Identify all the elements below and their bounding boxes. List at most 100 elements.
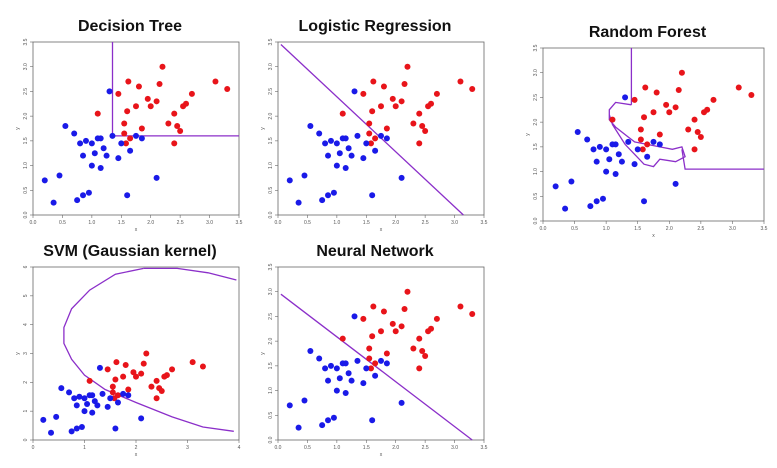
y-tick-label: 3.0 (268, 288, 274, 295)
y-tick-label: 1.0 (268, 162, 274, 169)
y-tick-label: 2.0 (23, 112, 29, 119)
data-point-red (641, 114, 648, 121)
data-point-blue (286, 177, 293, 184)
data-point-red (419, 348, 426, 355)
data-point-blue (398, 399, 405, 406)
x-tick-label: 0.0 (540, 226, 547, 232)
data-point-red (410, 120, 417, 127)
data-point-blue (78, 424, 85, 431)
data-point-red (419, 123, 426, 130)
data-point-blue (333, 387, 340, 394)
data-point-red (143, 350, 150, 357)
x-tick-label: 2.0 (666, 226, 673, 232)
data-point-blue (41, 177, 48, 184)
y-tick-label: 0.5 (268, 187, 274, 194)
data-point-red (163, 372, 170, 379)
data-point-blue (115, 155, 122, 162)
data-point-blue (322, 365, 329, 372)
data-point-red (165, 120, 172, 127)
data-point-blue (73, 402, 80, 409)
data-point-red (121, 130, 128, 137)
data-point-red (109, 389, 116, 396)
decision-boundary (111, 42, 239, 137)
y-tick-label: 3.0 (268, 63, 274, 70)
data-point-blue (330, 189, 337, 196)
data-point-blue (363, 365, 370, 372)
data-point-red (124, 108, 131, 115)
data-point-blue (88, 140, 95, 147)
plot-area: 0 1 2 3 4 0 1 2 3 4 5 6 x y (15, 265, 241, 458)
data-point-red (104, 366, 111, 373)
chart-title: Decision Tree (77, 18, 183, 35)
data-point-red (109, 383, 116, 390)
x-tick-label: 0.5 (571, 226, 578, 232)
data-point-blue (333, 365, 340, 372)
y-tick-label: 1 (23, 410, 29, 413)
data-point-blue (622, 94, 629, 101)
chart-title: SVM (Gaussian kernel) (43, 243, 217, 260)
data-point-red (416, 110, 423, 117)
data-point-blue (71, 395, 78, 402)
y-tick-label: 2.5 (268, 88, 274, 95)
data-point-red (148, 383, 155, 390)
data-point-red (378, 328, 384, 335)
data-point-red (360, 315, 367, 322)
x-tick-label: 3 (186, 445, 189, 451)
y-tick-label: 1.5 (268, 137, 274, 144)
x-tick-label: 3.5 (236, 220, 243, 226)
data-point-red (156, 385, 163, 392)
data-point-red (422, 352, 429, 359)
data-point-blue (58, 385, 65, 392)
data-point-blue (103, 152, 110, 159)
data-point-red (153, 395, 160, 402)
y-tick-label: 6 (23, 265, 29, 268)
y-tick-label: 0.0 (533, 217, 539, 224)
data-point-red (125, 386, 132, 393)
data-point-blue (360, 380, 367, 387)
y-tick-label: 2.5 (23, 88, 29, 95)
data-point-red (609, 116, 616, 123)
data-point-red (389, 95, 396, 102)
x-axis-label: x (652, 233, 655, 239)
y-tick-label: 3.0 (23, 63, 29, 70)
y-axis-label: y (525, 133, 531, 136)
data-point-red (663, 101, 670, 108)
data-point-red (224, 85, 231, 92)
y-tick-label: 4 (23, 323, 29, 326)
data-point-blue (84, 400, 91, 407)
data-point-blue (81, 395, 88, 402)
data-point-red (339, 110, 346, 117)
plot-frame (32, 266, 240, 441)
data-point-blue (62, 123, 69, 130)
y-axis-label: y (260, 127, 266, 130)
data-point-red (398, 98, 405, 105)
data-point-red (404, 288, 411, 295)
x-axis-label: x (380, 227, 383, 233)
y-tick-label: 0.5 (268, 412, 274, 419)
data-point-blue (612, 141, 619, 148)
data-point-red (704, 106, 711, 113)
x-tick-label: 2.0 (392, 445, 399, 451)
y-tick-label: 0.0 (23, 211, 29, 218)
y-tick-label: 3.5 (23, 38, 29, 45)
data-point-red (372, 135, 379, 142)
data-point-red (457, 303, 464, 310)
data-point-red (153, 377, 160, 384)
data-point-blue (603, 146, 610, 153)
data-point-blue (82, 137, 89, 144)
decision-boundary (63, 267, 234, 432)
panel-random-forest: Random Forest 0.0 0.5 1.0 1.5 2.0 2.5 3.0 3.5 0.… (525, 24, 770, 239)
data-point-red (710, 96, 717, 103)
data-point-red (372, 360, 379, 367)
data-point-red (159, 63, 166, 70)
data-point-red (416, 365, 423, 372)
x-tick-label: 1.0 (603, 226, 610, 232)
data-point-red (370, 303, 377, 310)
data-point-blue (118, 140, 125, 147)
data-point-blue (398, 174, 405, 181)
y-tick-label: 3.5 (268, 263, 274, 270)
data-point-blue (568, 178, 575, 185)
data-point-blue (631, 161, 638, 168)
plot-area: 0.0 0.5 1.0 1.5 2.0 2.5 3.0 3.5 0.0 0.5 1.0 1.5 2.0 2… (15, 38, 243, 233)
data-point-red (339, 335, 346, 342)
